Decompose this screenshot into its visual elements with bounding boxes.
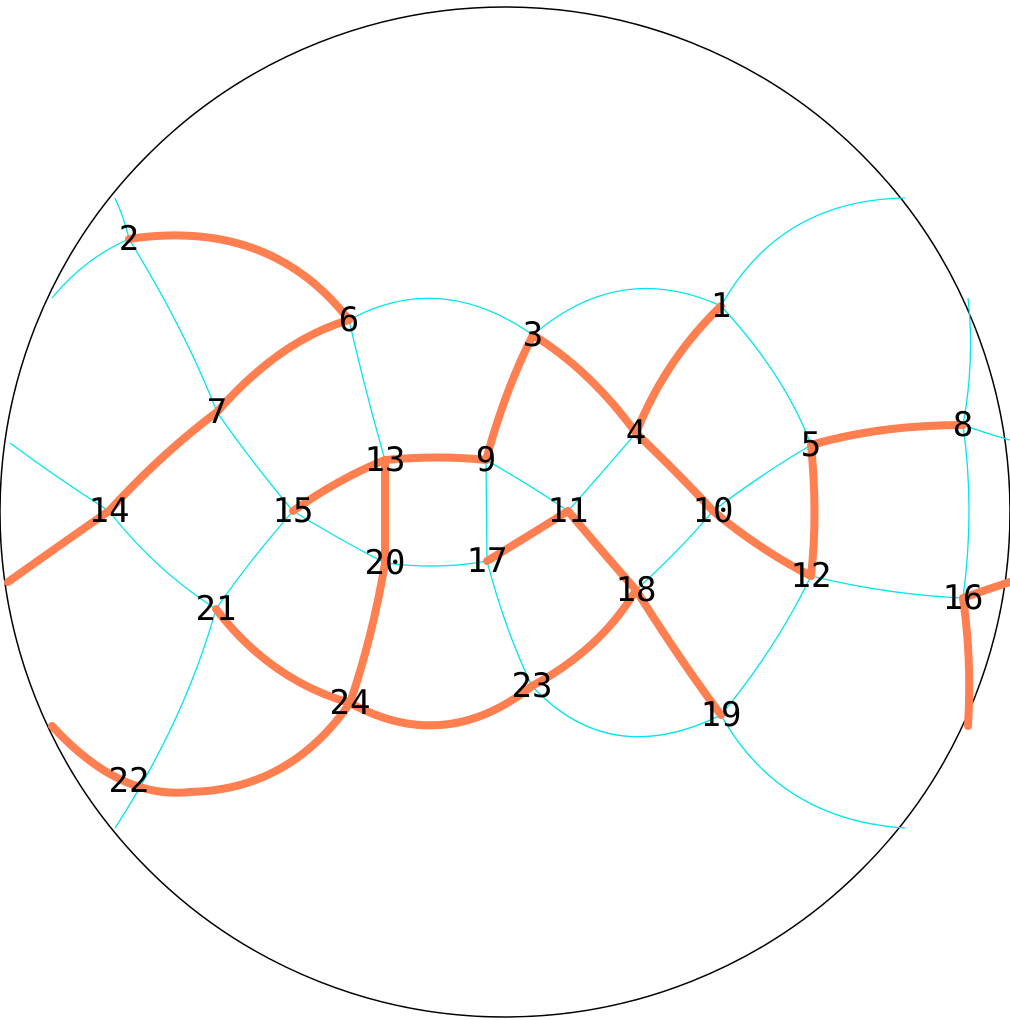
node-label-16: 16 bbox=[943, 578, 984, 618]
thin-arc-left-2 bbox=[51, 238, 130, 299]
thin-10-5 bbox=[712, 444, 812, 512]
edge-4-10 bbox=[632, 429, 717, 515]
node-label-7: 7 bbox=[207, 392, 227, 432]
edge-17-11 bbox=[483, 507, 572, 565]
edge-3-4 bbox=[529, 331, 640, 437]
thin-17-23 bbox=[486, 560, 533, 687]
edge-15-13 bbox=[289, 456, 389, 515]
thin-6-13 bbox=[348, 319, 386, 461]
edge-18-19 bbox=[632, 586, 725, 719]
node-label-22: 22 bbox=[109, 761, 150, 801]
thin-8-top bbox=[962, 297, 972, 426]
node-label-2: 2 bbox=[119, 219, 139, 259]
edge-7-6 bbox=[213, 316, 353, 416]
thin-1-top bbox=[720, 197, 906, 307]
thin-18-10 bbox=[635, 510, 714, 591]
thin-20-17 bbox=[384, 560, 488, 567]
node-label-3: 3 bbox=[523, 315, 543, 355]
edge-5-12 bbox=[807, 441, 819, 580]
node-labels: 1 2 3 4 5 6 7 8 9 10 11 12 13 14 15 16 1… bbox=[89, 219, 984, 801]
node-label-24: 24 bbox=[330, 683, 371, 723]
thin-7-15 bbox=[216, 411, 294, 512]
thin-6-3 bbox=[348, 297, 534, 336]
node-label-20: 20 bbox=[365, 543, 406, 583]
node-label-9: 9 bbox=[476, 440, 496, 480]
edge-23-18 bbox=[528, 586, 640, 690]
node-label-5: 5 bbox=[801, 425, 821, 465]
edge-14-7 bbox=[105, 408, 221, 515]
edge-24-23 bbox=[346, 682, 536, 730]
node-label-18: 18 bbox=[616, 570, 657, 610]
edge-9-3 bbox=[482, 331, 537, 464]
edge-20-24 bbox=[346, 559, 389, 707]
thin-21-22 bbox=[114, 608, 217, 829]
edge-8-5 bbox=[807, 421, 967, 449]
node-label-17: 17 bbox=[467, 541, 508, 581]
thin-edges bbox=[9, 197, 1010, 829]
node-label-1: 1 bbox=[711, 286, 731, 326]
highlighted-edges bbox=[4, 231, 1010, 797]
thin-19-bottom bbox=[720, 714, 906, 829]
node-label-13: 13 bbox=[365, 440, 406, 480]
thin-1-5 bbox=[720, 305, 812, 446]
edge-10-12 bbox=[709, 507, 815, 580]
edge-2-6 bbox=[125, 231, 353, 324]
node-label-15: 15 bbox=[273, 491, 314, 531]
edge-21-24 bbox=[212, 605, 354, 707]
thin-23-19 bbox=[531, 685, 722, 738]
thin-12-16 bbox=[810, 575, 964, 599]
thin-4-11 bbox=[567, 432, 637, 512]
boundary-circle bbox=[0, 6, 1010, 1018]
node-label-11: 11 bbox=[548, 491, 589, 531]
edge-16-down bbox=[959, 594, 974, 730]
node-label-10: 10 bbox=[693, 491, 734, 531]
thin-left-14 bbox=[9, 442, 110, 512]
thin-15-20 bbox=[292, 510, 386, 564]
node-label-14: 14 bbox=[89, 491, 130, 531]
node-label-4: 4 bbox=[626, 413, 646, 453]
thin-3-1 bbox=[532, 287, 722, 336]
node-label-23: 23 bbox=[512, 666, 553, 706]
thin-16-8 bbox=[962, 424, 970, 599]
edge-11-18 bbox=[564, 507, 640, 594]
thin-2-7 bbox=[128, 238, 218, 413]
thin-9-11 bbox=[485, 459, 569, 512]
thin-19-12 bbox=[720, 575, 812, 716]
thin-9-17 bbox=[485, 459, 488, 562]
edge-13-9 bbox=[381, 453, 490, 464]
edge-1-4 bbox=[632, 302, 725, 437]
thin-21-15 bbox=[215, 510, 294, 610]
node-label-8: 8 bbox=[953, 405, 973, 445]
node-label-12: 12 bbox=[791, 556, 832, 596]
thin-14-21 bbox=[108, 510, 217, 610]
edge-22-24 bbox=[48, 699, 354, 797]
edge-left-14 bbox=[4, 507, 113, 586]
node-label-6: 6 bbox=[339, 300, 359, 340]
node-label-19: 19 bbox=[701, 695, 742, 735]
node-label-21: 21 bbox=[196, 589, 237, 629]
